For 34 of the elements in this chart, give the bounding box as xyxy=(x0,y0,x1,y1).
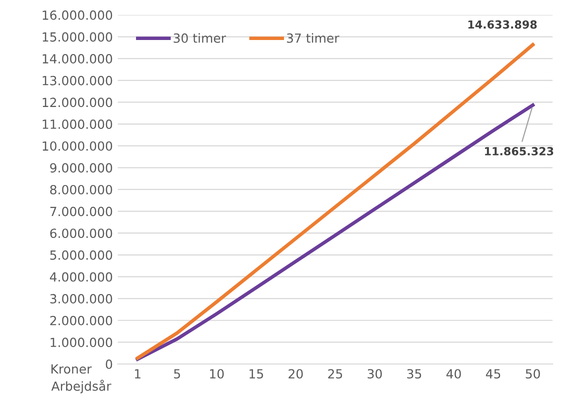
y-tick-label: 0 xyxy=(106,359,112,369)
y-tick-label: 1.000.000 xyxy=(50,338,112,348)
y-tick-label: 9.000.000 xyxy=(50,163,112,173)
data-label: 11.865.323 xyxy=(485,147,554,156)
y-tick-label: 11.000.000 xyxy=(42,120,112,129)
y-tick-label: 8.000.000 xyxy=(50,184,112,194)
y-tick-label: 6.000.000 xyxy=(50,228,112,238)
data-label: 14.633.898 xyxy=(468,20,537,29)
x-tick-label: 15 xyxy=(250,369,264,379)
y-tick-label: 3.000.000 xyxy=(50,294,112,304)
y-tick-label: 12.000.000 xyxy=(42,98,112,108)
y-tick-label: 14.000.000 xyxy=(42,54,112,64)
x-tick-label: 20 xyxy=(288,369,303,379)
y-tick-label: 2.000.000 xyxy=(50,316,112,326)
legend-label: 30 timer xyxy=(174,33,226,43)
y-tick-label: 13.000.000 xyxy=(42,76,112,86)
x-tick-label: 25 xyxy=(328,369,342,379)
y-axis-title: Kroner xyxy=(51,364,92,374)
x-tick-label: 10 xyxy=(210,369,224,379)
x-tick-label: 35 xyxy=(407,369,422,379)
x-tick-label: 40 xyxy=(446,369,461,379)
legend-label: 37 timer xyxy=(286,33,340,43)
y-tick-label: 5.000.000 xyxy=(50,250,112,260)
x-tick-label: 30 xyxy=(368,369,382,379)
y-tick-label: 7.000.000 xyxy=(50,206,112,216)
y-tick-label: 16.000.000 xyxy=(42,10,112,20)
x-tick-label: 45 xyxy=(486,369,500,379)
x-tick-label: 1 xyxy=(134,369,140,378)
x-tick-label: 50 xyxy=(526,369,540,379)
y-tick-label: 10.000.000 xyxy=(42,141,112,151)
x-axis-title: Arbejdsår xyxy=(51,380,112,394)
y-tick-label: 4.000.000 xyxy=(50,272,112,282)
x-tick-label: 5 xyxy=(174,369,180,379)
y-tick-label: 15.000.000 xyxy=(42,32,112,42)
